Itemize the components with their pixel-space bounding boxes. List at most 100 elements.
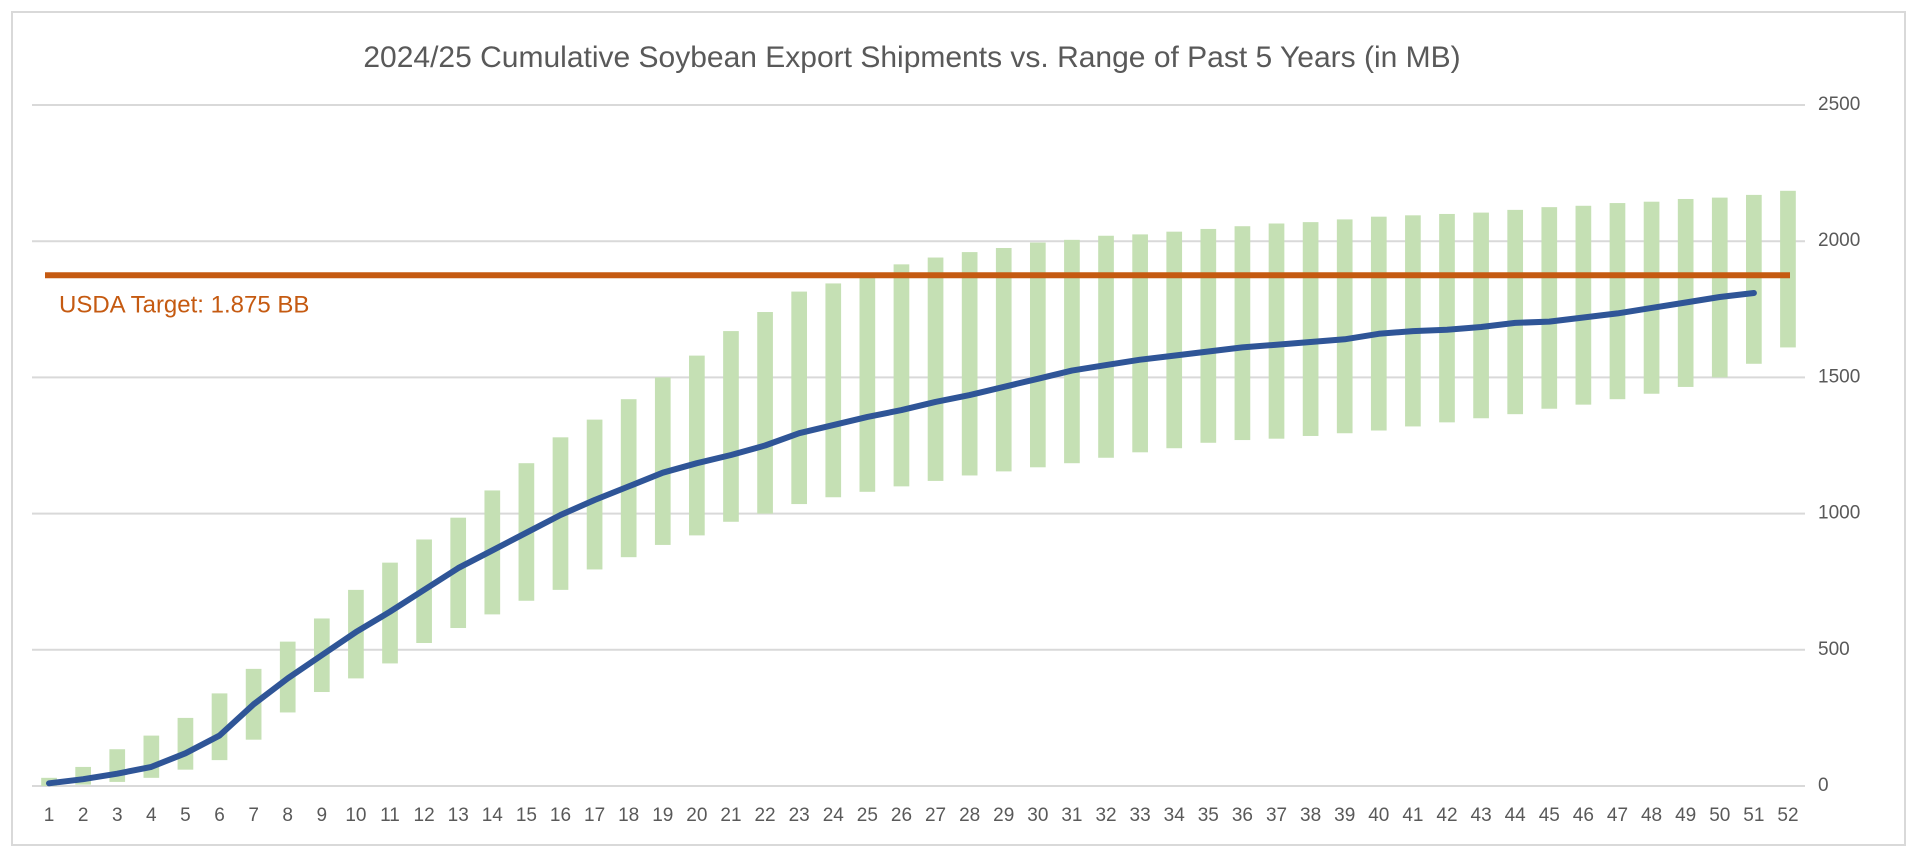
range-bar [211, 693, 228, 761]
range-bar [1746, 194, 1762, 364]
x-tick-label: 45 [1539, 805, 1560, 826]
x-tick-label: 51 [1743, 805, 1764, 826]
range-bar [1507, 209, 1524, 415]
range-bar [1098, 235, 1114, 458]
x-tick-label: 20 [686, 805, 707, 826]
x-tick-label: 10 [345, 805, 366, 826]
x-tick-label: 6 [214, 805, 225, 826]
range-bar [1643, 201, 1660, 394]
x-tick-label: 41 [1402, 805, 1423, 826]
range-bar [1541, 207, 1558, 409]
range-bar [586, 419, 603, 570]
x-tick-label: 42 [1436, 805, 1457, 826]
x-tick-label: 39 [1334, 805, 1355, 826]
range-bar [1677, 198, 1694, 387]
range-bar [1302, 222, 1319, 436]
x-tick-label: 3 [112, 805, 123, 826]
range-bar [1234, 226, 1251, 441]
x-tick-label: 40 [1368, 805, 1389, 826]
range-bar [825, 283, 842, 498]
x-tick-label: 13 [448, 805, 469, 826]
x-tick-label: 9 [317, 805, 328, 826]
range-bar [1711, 197, 1728, 378]
x-tick-label: 30 [1027, 805, 1048, 826]
range-bar [893, 264, 910, 487]
y-tick-label: 1500 [1818, 366, 1860, 387]
x-tick-label: 32 [1095, 805, 1116, 826]
x-tick-label: 34 [1164, 805, 1186, 826]
x-tick-label: 11 [380, 805, 400, 826]
x-tick-label: 5 [180, 805, 191, 826]
x-tick-label: 49 [1675, 805, 1696, 826]
x-tick-label: 14 [482, 805, 504, 826]
x-tick-label: 12 [414, 805, 435, 826]
range-bar [450, 517, 467, 629]
x-tick-label: 43 [1471, 805, 1492, 826]
x-tick-label: 27 [925, 805, 946, 826]
range-bar [791, 291, 808, 505]
x-tick-label: 47 [1607, 805, 1628, 826]
x-tick-label: 25 [857, 805, 878, 826]
x-tick-label: 23 [789, 805, 810, 826]
x-tick-label: 2 [78, 805, 89, 826]
x-tick-label: 21 [720, 805, 741, 826]
y-tick-label: 2500 [1818, 94, 1860, 115]
y-tick-label: 2000 [1818, 230, 1860, 251]
x-tick-label: 7 [248, 805, 259, 826]
range-bar [1609, 203, 1626, 400]
x-tick-label: 28 [959, 805, 980, 826]
x-tick-label: 29 [993, 805, 1014, 826]
range-bar [995, 248, 1012, 472]
x-tick-label: 17 [584, 805, 605, 826]
range-bar [1200, 228, 1217, 443]
range-bar [689, 355, 705, 536]
x-tick-label: 8 [282, 805, 293, 826]
target-label: USDA Target: 1.875 BB [59, 292, 309, 319]
shipments-line [46, 290, 1757, 787]
x-tick-label: 52 [1777, 805, 1798, 826]
x-tick-label: 31 [1061, 805, 1082, 826]
x-tick-label: 44 [1505, 805, 1527, 826]
range-bar [1166, 231, 1183, 449]
x-tick-label: 16 [550, 805, 571, 826]
range-bar [177, 717, 194, 770]
x-tick-label: 1 [44, 805, 55, 826]
chart-title: 2024/25 Cumulative Soybean Export Shipme… [363, 41, 1460, 74]
range-bar [1405, 215, 1421, 427]
x-tick-label: 18 [618, 805, 639, 826]
x-tick-label: 48 [1641, 805, 1662, 826]
range-bar [723, 331, 739, 522]
range-bar [1439, 213, 1455, 423]
x-tick-label: 26 [891, 805, 912, 826]
range-bar [143, 735, 160, 778]
x-tick-label: 19 [652, 805, 673, 826]
x-tick-label: 22 [754, 805, 775, 826]
range-bar [1370, 216, 1387, 431]
range-bar [620, 399, 637, 558]
chart-frame [11, 11, 1906, 846]
x-tick-label: 50 [1709, 805, 1730, 826]
x-tick-label: 36 [1232, 805, 1253, 826]
x-tick-label: 38 [1300, 805, 1321, 826]
x-tick-label: 4 [146, 805, 157, 826]
x-tick-label: 37 [1266, 805, 1287, 826]
range-bar [1336, 219, 1353, 434]
range-bar [1132, 234, 1148, 453]
range-bar [859, 273, 876, 492]
range-bar [757, 312, 773, 514]
x-tick-label: 46 [1573, 805, 1594, 826]
range-bar [654, 377, 671, 545]
y-tick-label: 0 [1818, 775, 1829, 796]
range-bar [1780, 190, 1796, 348]
range-bar [1473, 212, 1489, 419]
x-tick-label: 24 [823, 805, 845, 826]
range-bar [961, 252, 978, 476]
x-tick-label: 35 [1198, 805, 1219, 826]
x-tick-label: 33 [1130, 805, 1151, 826]
y-tick-label: 1000 [1818, 503, 1860, 524]
range-bar [1268, 223, 1285, 439]
y-tick-label: 500 [1818, 639, 1850, 660]
range-bar [927, 257, 944, 481]
